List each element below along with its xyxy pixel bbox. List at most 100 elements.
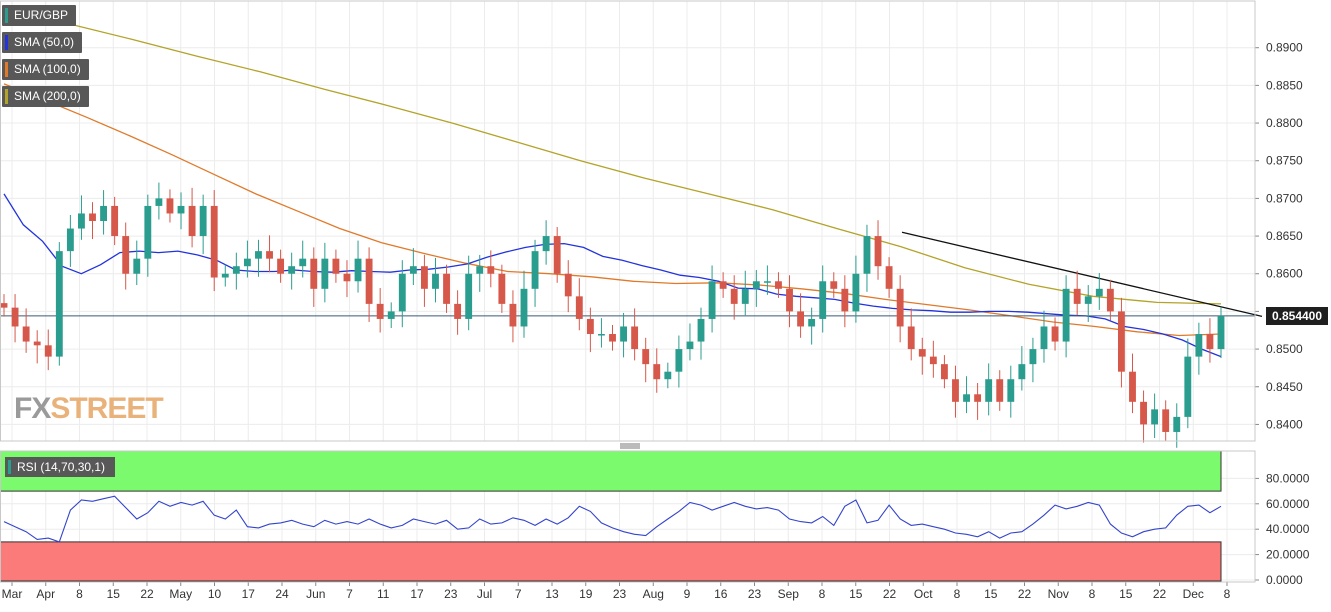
x-tick-label: 19 xyxy=(579,587,593,601)
moving-averages xyxy=(0,7,1263,358)
candle-body xyxy=(697,318,705,342)
candle-body xyxy=(232,266,240,274)
candle-body xyxy=(642,349,650,365)
x-tick-label: Jun xyxy=(306,587,325,601)
sma100-line xyxy=(3,83,1222,337)
y-tick-label: 0.8600 xyxy=(1266,267,1303,281)
rsi-swatch xyxy=(8,460,11,474)
rsi-overbought-zone xyxy=(0,450,1222,492)
candle-body xyxy=(343,273,351,282)
x-tick-label: 23 xyxy=(444,587,458,601)
candle-body xyxy=(686,341,694,350)
candle-body xyxy=(33,341,41,346)
legend-sma100[interactable]: SMA (100,0) xyxy=(2,59,89,80)
candle-body xyxy=(476,266,484,274)
last-price-tag: 0.854400 xyxy=(1266,306,1328,325)
legend-symbol[interactable]: EUR/GBP xyxy=(2,5,77,26)
candle-body xyxy=(1029,349,1037,365)
candle-body xyxy=(188,205,196,237)
candle-body xyxy=(1151,409,1159,425)
candle-body xyxy=(255,251,262,259)
candle-body xyxy=(243,258,251,267)
candle-body xyxy=(952,379,959,402)
legend-sma200-label: SMA (200,0) xyxy=(14,89,81,103)
candle-body xyxy=(863,236,871,274)
x-tick-label: 13 xyxy=(545,587,559,601)
candle-body xyxy=(1095,288,1103,297)
candle-body xyxy=(708,281,716,319)
y-tick-label: 0.8450 xyxy=(1266,380,1303,394)
candle-body xyxy=(609,334,616,342)
candle-body xyxy=(852,273,860,312)
x-tick-label: 10 xyxy=(208,587,222,601)
candle-body xyxy=(974,394,982,402)
candle-body xyxy=(841,288,849,312)
candle-body xyxy=(78,213,85,229)
candle-body xyxy=(199,205,207,237)
candle-body xyxy=(996,379,1004,402)
candle-body xyxy=(432,273,439,289)
x-tick-label: 7 xyxy=(346,587,353,601)
candle-body xyxy=(155,198,163,206)
candle-body xyxy=(653,364,661,380)
candle-body xyxy=(907,326,915,350)
logo-fx: FX xyxy=(14,392,51,425)
frame xyxy=(0,0,1256,583)
rsi-panel-border xyxy=(0,450,1256,583)
candle-body xyxy=(177,205,185,214)
x-tick-label: 24 xyxy=(275,587,289,601)
y-tick-label: 0.8400 xyxy=(1266,417,1303,431)
y-tick-label: 0.8850 xyxy=(1266,78,1303,92)
candle-body xyxy=(266,251,273,259)
candle-body xyxy=(210,205,218,278)
candle-body xyxy=(387,311,395,319)
candle-body xyxy=(354,258,362,282)
sma200-swatch xyxy=(5,89,8,104)
candle-body xyxy=(918,349,926,357)
sma50-swatch xyxy=(5,35,8,50)
candle-body xyxy=(664,371,672,380)
candle-body xyxy=(443,273,450,304)
x-tick-label: 22 xyxy=(140,587,154,601)
candle-body xyxy=(1007,379,1015,402)
candle-body xyxy=(111,205,119,237)
y-tick-label: 0.8800 xyxy=(1266,116,1303,130)
candle-body xyxy=(321,258,329,289)
legend-sma50[interactable]: SMA (50,0) xyxy=(2,32,83,53)
legend-rsi[interactable]: RSI (14,70,30,1) xyxy=(5,457,116,477)
x-tick-label: 15 xyxy=(107,587,121,601)
candle-body xyxy=(675,349,683,372)
candle-body xyxy=(819,281,827,319)
candle-body xyxy=(719,281,727,289)
candle-body xyxy=(66,228,74,252)
candle-body xyxy=(365,258,373,304)
x-tick-label: 8 xyxy=(819,587,826,601)
candle-body xyxy=(564,273,572,297)
candle-body xyxy=(55,251,63,357)
x-tick-label: 16 xyxy=(714,587,728,601)
candle-body xyxy=(1018,364,1026,380)
x-tick-label: 23 xyxy=(613,587,627,601)
x-tick-label: 11 xyxy=(377,587,390,601)
legend-sma200[interactable]: SMA (200,0) xyxy=(2,86,89,107)
candle-body xyxy=(420,266,428,289)
candle-body xyxy=(11,307,19,327)
candle-body xyxy=(575,296,583,319)
candle-body xyxy=(332,258,340,274)
candle-body xyxy=(520,288,528,327)
rsi-line xyxy=(3,495,1222,543)
candle-body xyxy=(763,281,771,283)
candle-body xyxy=(1073,288,1081,304)
candle-body xyxy=(752,281,760,289)
candle-body xyxy=(896,288,904,327)
symbol-swatch xyxy=(5,8,8,23)
x-tick-label: Dec xyxy=(1183,587,1204,601)
candle-body xyxy=(0,303,8,308)
candle-body xyxy=(1084,296,1092,304)
candle-body xyxy=(310,258,318,289)
legend-sma100-label: SMA (100,0) xyxy=(14,62,81,76)
candle-body xyxy=(586,318,594,335)
candle-body xyxy=(100,205,108,221)
candle-body xyxy=(1195,334,1203,357)
